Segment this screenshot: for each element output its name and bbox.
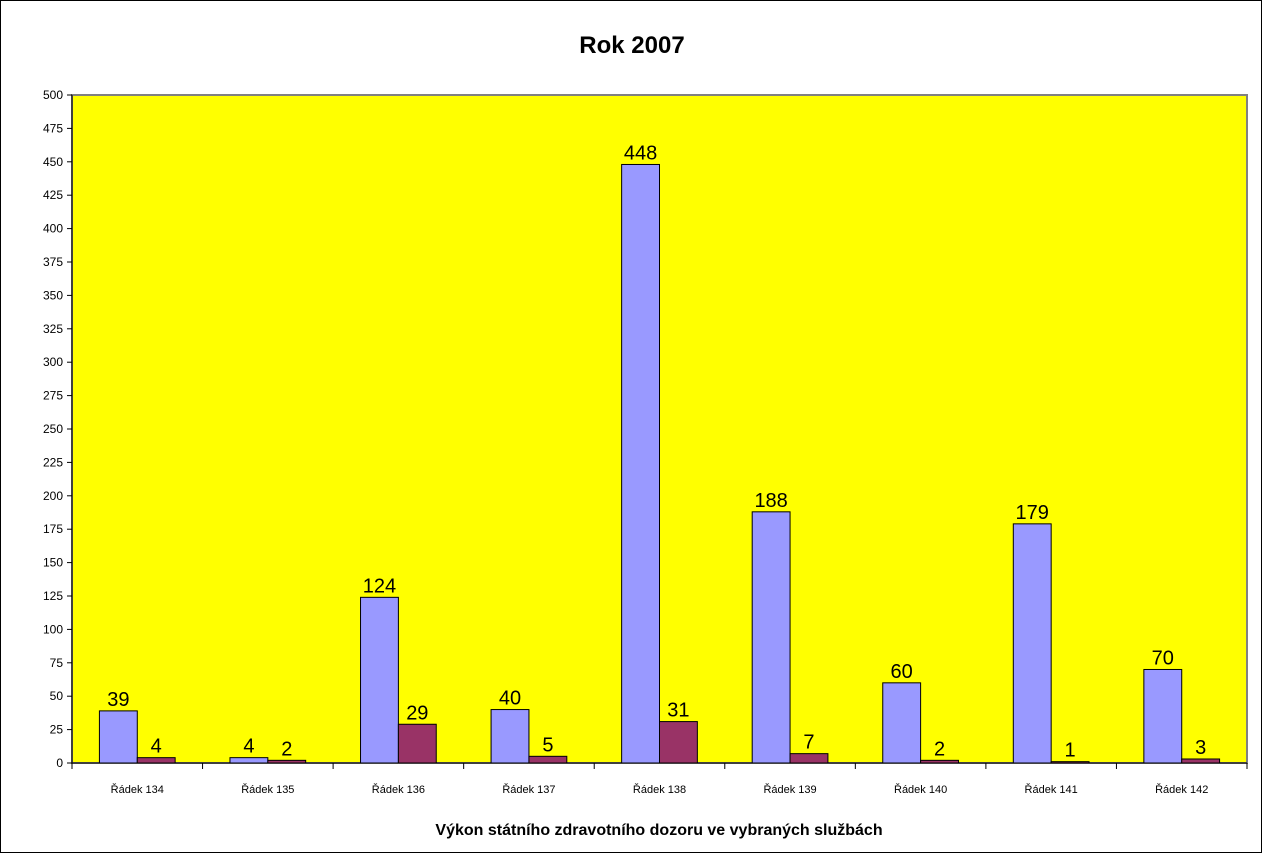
x-tick-label: Řádek 137 — [502, 783, 555, 796]
bar-series-2 — [659, 721, 698, 764]
bar-series-1 — [490, 709, 530, 764]
data-label: 3 — [1195, 737, 1206, 759]
bars — [98, 163, 1221, 764]
data-label: 7 — [803, 732, 814, 754]
data-label: 60 — [891, 661, 913, 683]
bar-series-2 — [1050, 761, 1090, 764]
y-axis: 0 25 50 75 100 125 150 175 200 225 250 275 300 325 350… — [43, 88, 73, 770]
y-tick-label: 250 — [43, 422, 63, 436]
bar-series-1 — [621, 163, 661, 764]
data-label: 40 — [499, 688, 521, 710]
y-tick-label: 225 — [43, 455, 63, 469]
data-label: 70 — [1152, 647, 1174, 669]
x-tick-label: Řádek 142 — [1155, 783, 1208, 796]
data-label: 188 — [754, 490, 787, 512]
y-tick-label: 0 — [56, 756, 63, 770]
chart-title: Rok 2007 — [579, 32, 684, 59]
bar-series-2 — [267, 759, 307, 764]
x-tick-label: Řádek 135 — [241, 783, 294, 796]
y-tick-label: 175 — [43, 522, 63, 536]
y-tick-label: 500 — [43, 88, 63, 102]
bar-series-1 — [98, 710, 138, 764]
bar-series-1 — [360, 596, 399, 764]
bar-series-1 — [1143, 668, 1183, 764]
x-tick-label: Řádek 134 — [111, 783, 164, 796]
y-tick-label: 200 — [43, 489, 63, 503]
y-tick-label: 425 — [43, 188, 63, 202]
data-label: 5 — [542, 734, 553, 756]
y-tick-label: 75 — [50, 656, 64, 670]
data-label: 4 — [243, 736, 254, 758]
bar-series-1 — [229, 757, 269, 764]
data-label: 124 — [363, 575, 396, 597]
data-label: 39 — [107, 689, 129, 711]
y-tick-label: 100 — [43, 622, 63, 636]
bar-series-1 — [751, 511, 791, 764]
data-label: 179 — [1016, 502, 1049, 524]
bar-series-2 — [136, 757, 176, 764]
x-axis-title: Výkon státního zdravotního dozoru ve vyb… — [435, 822, 882, 839]
y-tick-label: 150 — [43, 556, 63, 570]
y-tick-label: 350 — [43, 288, 63, 302]
bar-series-1 — [1012, 523, 1052, 764]
y-tick-label: 50 — [50, 689, 64, 703]
y-tick-label: 375 — [43, 255, 63, 269]
x-tick-label: Řádek 139 — [763, 783, 816, 796]
data-labels: 39 4 124 40 448 188 60 179 70 4 2 29 5 31 7 2 1 3 — [107, 142, 1206, 761]
bar-series-2 — [397, 723, 437, 764]
data-label: 448 — [624, 142, 657, 164]
y-tick-label: 325 — [43, 322, 63, 336]
bar-series-2 — [920, 759, 959, 764]
bar-series-2 — [1181, 758, 1221, 764]
data-label: 31 — [667, 700, 689, 722]
data-label: 1 — [1065, 740, 1076, 762]
x-tick-label: Řádek 138 — [633, 783, 686, 796]
y-tick-label: 275 — [43, 389, 63, 403]
x-tick-label: Řádek 136 — [372, 783, 425, 796]
data-label: 29 — [406, 702, 428, 724]
bar-series-2 — [528, 755, 568, 764]
y-tick-label: 450 — [43, 155, 63, 169]
data-label: 2 — [281, 738, 292, 760]
y-tick-label: 475 — [43, 121, 63, 135]
data-label: 2 — [934, 738, 945, 760]
x-tick-label: Řádek 141 — [1025, 783, 1078, 796]
bar-series-1 — [882, 682, 922, 764]
x-axis: Řádek 134 Řádek 135 Řádek 136 Řádek 137 Řáde… — [71, 762, 1248, 796]
y-tick-label: 400 — [43, 222, 63, 236]
y-tick-label: 125 — [43, 589, 63, 603]
y-tick-label: 300 — [43, 355, 63, 369]
x-tick-label: Řádek 140 — [894, 783, 947, 796]
y-tick-label: 25 — [50, 723, 64, 737]
bar-series-2 — [789, 753, 829, 764]
data-label: 4 — [151, 736, 162, 758]
